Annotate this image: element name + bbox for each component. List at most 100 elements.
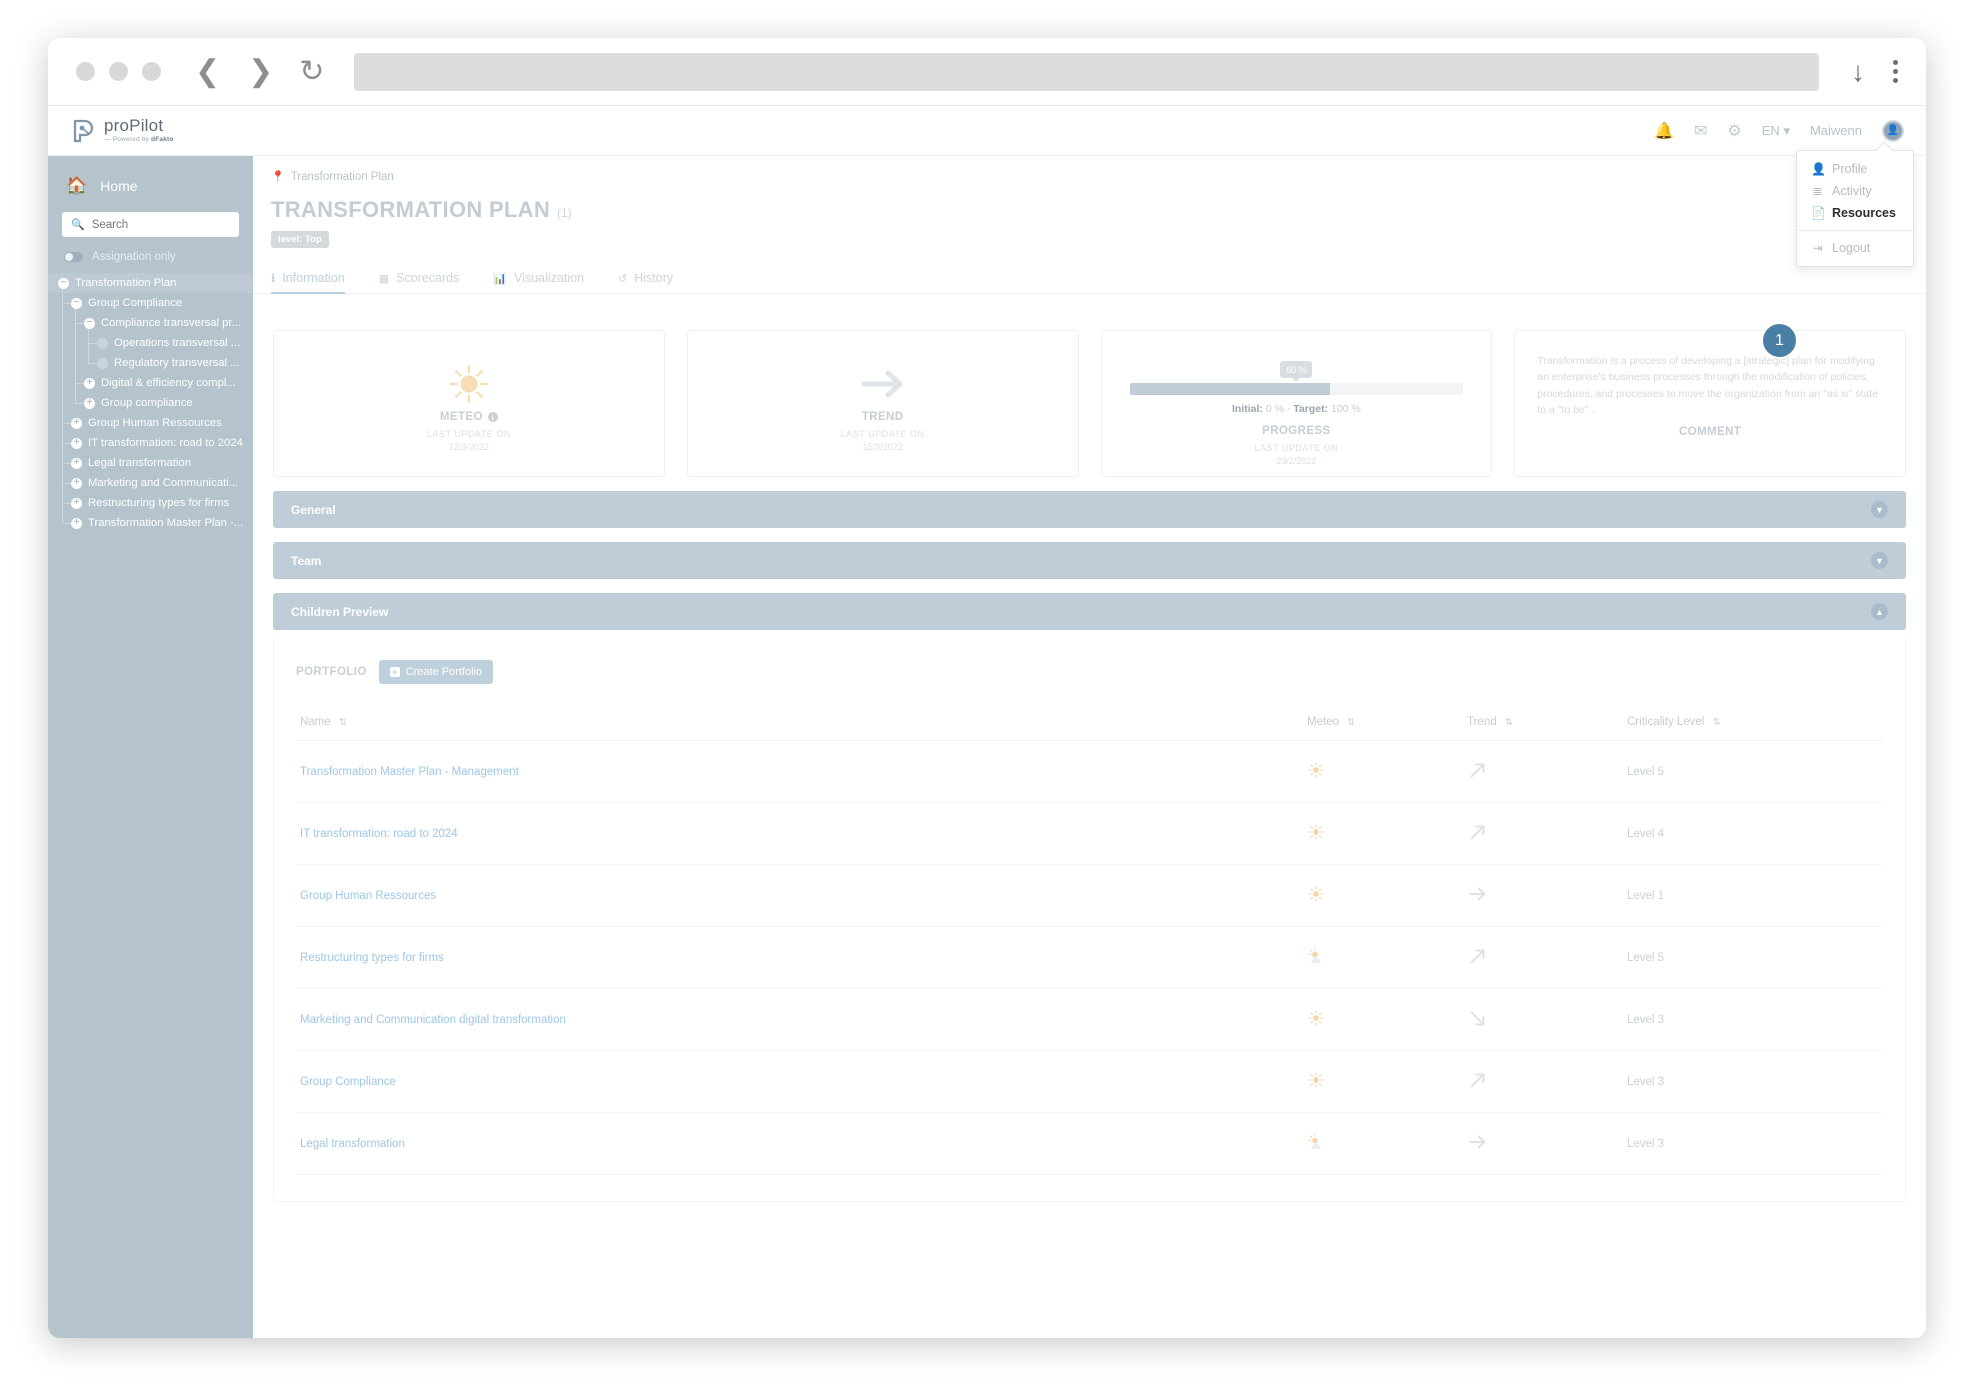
language-selector[interactable]: EN ▾ [1761, 122, 1790, 138]
col-header-trend[interactable]: Trend ⇅ [1463, 706, 1623, 741]
home-icon: 🏠 [66, 176, 88, 195]
sun-icon [446, 357, 492, 411]
tree-node[interactable]: + Digital & efficiency compl... [48, 373, 253, 393]
expand-icon[interactable]: + [84, 377, 95, 389]
tree-node[interactable]: + Restructuring types for firms [48, 493, 253, 513]
create-portfolio-button[interactable]: + Create Portfolio [378, 660, 494, 684]
col-header-criticality[interactable]: Criticality Level ⇅ [1623, 706, 1883, 741]
expand-icon[interactable]: + [71, 517, 82, 529]
gear-icon[interactable]: ⚙ [1727, 122, 1742, 140]
search-box[interactable]: 🔍 [62, 212, 239, 237]
cell-name: Transformation Master Plan - Management [296, 740, 1303, 803]
forward-icon[interactable]: ❯ [248, 54, 274, 88]
app-logo[interactable]: proPilot — Powered by dFakto [70, 117, 275, 144]
tab-scorecards[interactable]: ▦ Scorecards [379, 271, 460, 293]
menu-item-profile[interactable]: 👤 Profile [1797, 158, 1913, 180]
sort-icon[interactable]: ⇅ [1347, 717, 1356, 728]
logo-name: proPilot [104, 116, 164, 136]
propilot-logo-icon [70, 118, 96, 144]
bell-icon[interactable]: 🔔 [1654, 122, 1675, 140]
download-icon[interactable]: ↓ [1851, 55, 1865, 87]
collapse-icon[interactable]: − [84, 317, 95, 329]
kebab-menu-icon[interactable] [1893, 60, 1898, 83]
expand-icon[interactable]: + [84, 397, 95, 409]
table-row[interactable]: Group Compliance Level 3 [296, 1050, 1883, 1113]
search-input[interactable] [91, 218, 230, 231]
maximize-window-dot[interactable] [142, 62, 161, 81]
username-label[interactable]: Maiwenn [1809, 123, 1862, 138]
tree-node[interactable]: + Group Human Ressources [48, 413, 253, 433]
panel-general[interactable]: General ▼ [273, 491, 1906, 528]
menu-item-resources[interactable]: 📄 Resources [1797, 202, 1913, 224]
expand-icon[interactable]: + [71, 437, 82, 449]
col-header-meteo[interactable]: Meteo ⇅ [1303, 706, 1463, 741]
portfolio-row: PORTFOLIO + Create Portfolio [296, 660, 1883, 684]
tab-information[interactable]: ℹ Information [271, 271, 345, 294]
tab-visualization[interactable]: 📊 Visualization [493, 271, 584, 293]
tree-node[interactable]: + Legal transformation [48, 453, 253, 473]
table-row[interactable]: Marketing and Communication digital tran… [296, 988, 1883, 1051]
menu-item-logout[interactable]: ⇥ Logout [1797, 237, 1913, 259]
info-icon: ℹ [271, 272, 276, 285]
sort-icon[interactable]: ⇅ [1712, 717, 1721, 728]
entity-link[interactable]: Group Human Ressources [300, 889, 437, 902]
back-icon[interactable]: ❮ [195, 54, 221, 88]
entity-link[interactable]: Group Compliance [300, 1075, 396, 1088]
entity-link[interactable]: Legal transformation [300, 1137, 405, 1150]
tree-connector [88, 363, 97, 364]
close-window-dot[interactable] [76, 62, 95, 81]
breadcrumb-label[interactable]: Transformation Plan [290, 170, 394, 183]
leaf-dot-icon[interactable] [97, 337, 108, 349]
tree-node[interactable]: + Group compliance [48, 393, 253, 413]
menu-item-activity[interactable]: ≣ Activity [1797, 180, 1913, 202]
table-row[interactable]: Legal transformation Level 3 [296, 1112, 1883, 1175]
expand-icon[interactable]: + [71, 477, 82, 489]
url-input[interactable] [354, 52, 1819, 91]
expand-icon[interactable]: + [71, 457, 82, 469]
tree-node[interactable]: − Compliance transversal pr... [48, 313, 253, 333]
bar-chart-icon: 📊 [493, 272, 508, 285]
entity-link[interactable]: IT transformation: road to 2024 [300, 827, 458, 840]
tab-history[interactable]: ↺ History [618, 271, 673, 293]
expand-icon[interactable]: + [71, 497, 82, 509]
tree-node[interactable]: − Group Compliance [48, 293, 253, 313]
tree-node[interactable]: + Marketing and Communicati... [48, 473, 253, 493]
tree-node[interactable]: − Transformation Plan [48, 273, 253, 293]
sort-icon[interactable]: ⇅ [338, 717, 347, 728]
sort-icon[interactable]: ⇅ [1504, 717, 1513, 728]
envelope-icon[interactable]: ✉ [1694, 122, 1708, 140]
expand-icon[interactable]: + [71, 417, 82, 429]
step-badge: 1 [1763, 324, 1796, 357]
sidebar-item-home[interactable]: 🏠 Home [48, 170, 253, 208]
tree-node-label: Group Compliance [88, 297, 183, 309]
tree-node[interactable]: + IT transformation: road to 2024 [48, 433, 253, 453]
table-row[interactable]: Restructuring types for firms Level 5 [296, 926, 1883, 989]
collapse-icon[interactable]: − [71, 297, 82, 309]
entity-link[interactable]: Transformation Master Plan - Management [300, 765, 519, 778]
col-header-name[interactable]: Name ⇅ [296, 706, 1303, 741]
assignation-only-label: Assignation only [92, 251, 176, 263]
assignation-only-toggle[interactable]: Assignation only [48, 247, 253, 273]
leaf-dot-icon[interactable] [97, 357, 108, 369]
panel-children-preview[interactable]: Children Preview ▲ [273, 593, 1906, 630]
collapse-icon[interactable]: − [58, 277, 69, 289]
minimize-window-dot[interactable] [109, 62, 128, 81]
tree-node[interactable]: + Transformation Master Plan -... [48, 513, 253, 533]
avatar[interactable]: 👤 [1882, 119, 1904, 142]
entity-link[interactable]: Marketing and Communication digital tran… [300, 1013, 566, 1026]
chevron-up-icon[interactable]: ▲ [1871, 603, 1888, 620]
table-row[interactable]: IT transformation: road to 2024 Level 4 [296, 802, 1883, 865]
table-row[interactable]: Group Human Ressources Level 1 [296, 864, 1883, 927]
toggle-switch[interactable] [64, 252, 83, 262]
info-icon[interactable]: i [487, 412, 498, 422]
tree-node[interactable]: Operations transversal ... [48, 333, 253, 353]
cell-criticality: Level 3 [1623, 1050, 1883, 1113]
table-row[interactable]: Transformation Master Plan - Management L… [296, 740, 1883, 803]
page-title: TRANSFORMATION PLAN [271, 197, 551, 222]
chevron-down-icon[interactable]: ▼ [1871, 552, 1888, 569]
entity-link[interactable]: Restructuring types for firms [300, 951, 444, 964]
tree-node[interactable]: Regulatory transversal ... [48, 353, 253, 373]
chevron-down-icon[interactable]: ▼ [1871, 501, 1888, 518]
panel-team[interactable]: Team ▼ [273, 542, 1906, 579]
reload-icon[interactable]: ↻ [299, 55, 325, 88]
